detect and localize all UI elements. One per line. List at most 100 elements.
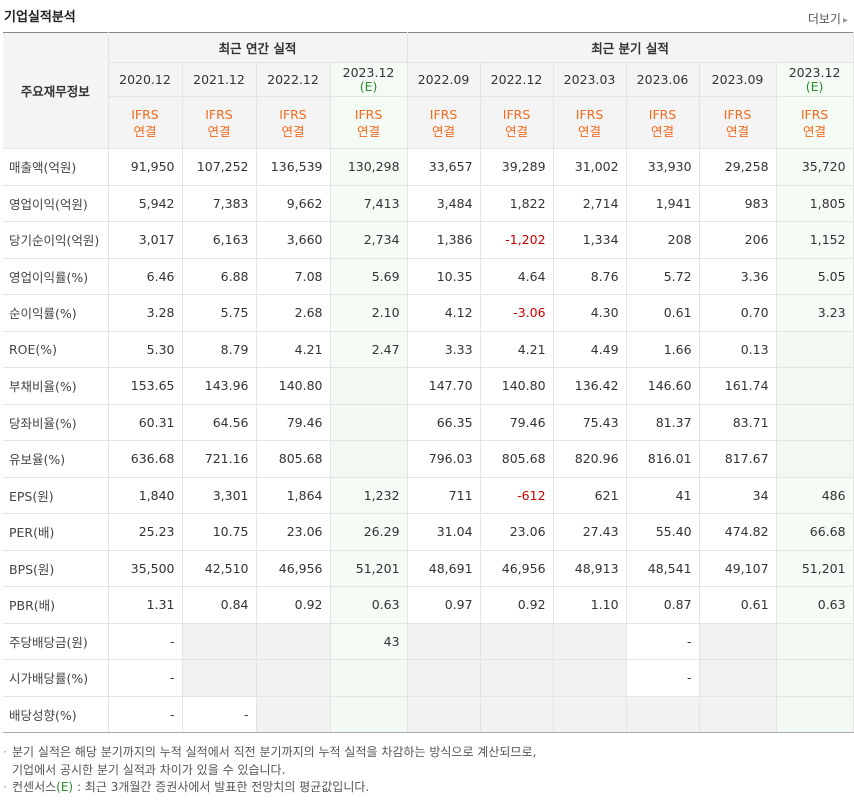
table-cell: 48,913 [553, 550, 627, 587]
consolidated-label: 연결 [133, 123, 157, 139]
table-cell: 206 [699, 221, 777, 259]
row-label: ROE(%) [3, 331, 109, 368]
table-cell: 46,956 [256, 550, 331, 587]
table-cell: 3,301 [182, 476, 257, 514]
table-cell [407, 696, 481, 733]
table-cell: 1,840 [108, 476, 183, 514]
table-cell: 10.75 [182, 513, 257, 551]
ifrs-label: IFRS [723, 106, 752, 122]
table-cell: 5.69 [330, 257, 408, 295]
table-cell: 10.35 [407, 257, 481, 295]
table-cell: 621 [553, 476, 627, 514]
row-label: 주당배당금(원) [3, 622, 109, 660]
table-cell: - [182, 696, 257, 733]
more-link-label: 더보기 [807, 12, 841, 26]
table-cell: 816.01 [626, 440, 700, 478]
table-cell: - [108, 622, 183, 660]
table-cell: 0.84 [182, 586, 257, 624]
ifrs-label: IFRS [575, 106, 604, 122]
table-cell: 2,714 [553, 185, 627, 222]
table-cell: 31.04 [407, 513, 481, 551]
table-cell: 79.46 [256, 404, 331, 441]
table-row: 당좌비율(%) 60.31 64.56 79.46 66.35 79.46 75.43 81.… [3, 404, 854, 441]
table-cell [699, 622, 777, 660]
table-cell: 0.61 [626, 294, 700, 332]
table-row: EPS(원) 1,840 3,301 1,864 1,232 711 -612 621 41 34… [3, 476, 854, 514]
bullet-icon: · [3, 780, 7, 794]
table-cell: 91,950 [108, 148, 183, 186]
table-cell: 161.74 [699, 367, 777, 405]
consolidated-label: 연결 [281, 123, 305, 139]
table-cell [553, 622, 627, 660]
table-cell [626, 696, 700, 733]
consolidated-label: 연결 [578, 123, 602, 139]
table-cell: 5.75 [182, 294, 257, 332]
table-cell [776, 367, 854, 405]
table-cell: 25.23 [108, 513, 183, 551]
main-label-header: 주요재무정보 [3, 32, 109, 149]
consolidated-label: 연결 [207, 123, 231, 139]
table-cell: 0.63 [776, 586, 854, 624]
table-cell: 2.10 [330, 294, 408, 332]
table-cell: 7,413 [330, 185, 408, 222]
table-row: 주당배당금(원) -43- [3, 622, 854, 660]
table-cell: 3,484 [407, 185, 481, 222]
table-cell: 4.64 [480, 257, 554, 295]
table-cell: -1,202 [480, 221, 554, 259]
table-cell: 0.70 [699, 294, 777, 332]
row-label: PBR(배) [3, 586, 109, 624]
table-cell [256, 696, 331, 733]
table-cell [776, 404, 854, 441]
table-cell [407, 659, 481, 697]
table-cell: 0.61 [699, 586, 777, 624]
footnote-consensus-text: : 최근 3개월간 증권사에서 발표한 전망치의 평균값입니다. [73, 780, 370, 794]
table-cell: 1,232 [330, 476, 408, 514]
more-link[interactable]: 더보기 ▸ [808, 10, 848, 27]
table-cell: 1,864 [256, 476, 331, 514]
table-cell: 75.43 [553, 404, 627, 441]
table-cell: 5.05 [776, 257, 854, 295]
period-header: 2020.12 [108, 62, 183, 97]
row-label: 시가배당률(%) [3, 659, 109, 697]
table-cell: 721.16 [182, 440, 257, 478]
table-cell: 7,383 [182, 185, 257, 222]
table-cell [480, 659, 554, 697]
row-label: 영업이익률(%) [3, 257, 109, 295]
table-cell [182, 659, 257, 697]
ifrs-label: IFRS [205, 106, 233, 122]
table-cell: 1.31 [108, 586, 183, 624]
table-row: 유보율(%) 636.68 721.16 805.68 796.03 805.68 820.… [3, 440, 854, 478]
table-cell [776, 696, 854, 733]
row-label: 순이익률(%) [3, 294, 109, 332]
table-row: PER(배) 25.23 10.75 23.06 26.29 31.04 23.06 27.4… [3, 513, 854, 551]
table-cell: 1,386 [407, 221, 481, 259]
table-row: 부채비율(%) 153.65 143.96 140.80 147.70 140.80 136… [3, 367, 854, 405]
table-cell: 83.71 [699, 404, 777, 441]
table-cell: 66.35 [407, 404, 481, 441]
table-cell: 34 [699, 476, 777, 514]
estimate-mark: (E) [805, 78, 824, 94]
row-label: 당좌비율(%) [3, 404, 109, 441]
table-cell: 4.21 [256, 331, 331, 368]
table-cell: 474.82 [699, 513, 777, 551]
period-header: 2023.12 (E) [330, 62, 408, 97]
table-row: 영업이익률(%) 6.46 6.88 7.08 5.69 10.35 4.64 8.76 5.7… [3, 257, 854, 295]
table-row: 시가배당률(%) - - [3, 659, 854, 697]
period-label: 2021.12 [193, 71, 245, 87]
table-cell: 636.68 [108, 440, 183, 478]
table-cell: 1.66 [626, 331, 700, 368]
table-cell: - [108, 696, 183, 733]
table-cell: 6,163 [182, 221, 257, 259]
table-cell [776, 659, 854, 697]
table-cell: 43 [330, 622, 408, 660]
table-cell: 1.10 [553, 586, 627, 624]
table-cell: 820.96 [553, 440, 627, 478]
period-label: 2022.12 [490, 71, 543, 87]
estimate-mark: (E) [359, 78, 378, 94]
consolidated-label: 연결 [505, 123, 529, 139]
table-cell [553, 696, 627, 733]
table-cell [330, 367, 408, 405]
table-cell [330, 404, 408, 441]
table-cell: 3.23 [776, 294, 854, 332]
table-cell: 817.67 [699, 440, 777, 478]
